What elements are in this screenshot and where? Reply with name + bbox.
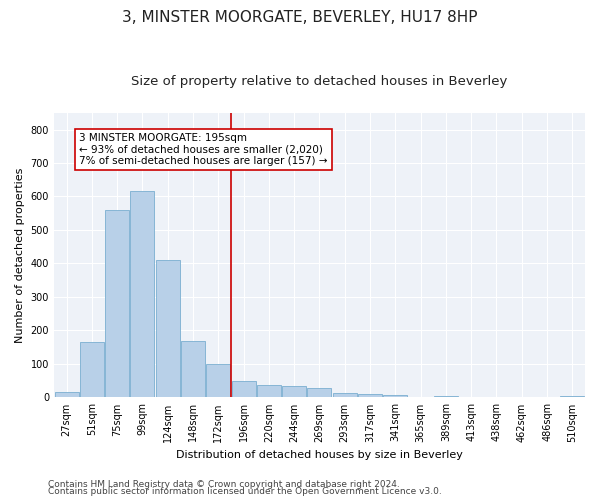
Text: 3, MINSTER MOORGATE, BEVERLEY, HU17 8HP: 3, MINSTER MOORGATE, BEVERLEY, HU17 8HP [122, 10, 478, 25]
Text: Contains public sector information licensed under the Open Government Licence v3: Contains public sector information licen… [48, 487, 442, 496]
Bar [232, 380, 256, 398]
Bar [434, 396, 458, 398]
Bar [560, 396, 584, 398]
Text: 3 MINSTER MOORGATE: 195sqm
← 93% of detached houses are smaller (2,020)
7% of se: 3 MINSTER MOORGATE: 195sqm ← 93% of deta… [79, 133, 328, 166]
Bar [55, 392, 79, 398]
Bar [156, 260, 180, 398]
Bar [358, 394, 382, 398]
Y-axis label: Number of detached properties: Number of detached properties [15, 168, 25, 343]
Bar [130, 192, 154, 398]
Bar [459, 397, 483, 398]
Bar [80, 342, 104, 398]
Bar [206, 364, 230, 398]
Title: Size of property relative to detached houses in Beverley: Size of property relative to detached ho… [131, 75, 508, 88]
Bar [282, 386, 306, 398]
Bar [105, 210, 129, 398]
Bar [181, 340, 205, 398]
Bar [333, 394, 357, 398]
Bar [257, 384, 281, 398]
X-axis label: Distribution of detached houses by size in Beverley: Distribution of detached houses by size … [176, 450, 463, 460]
Bar [383, 395, 407, 398]
Bar [307, 388, 331, 398]
Text: Contains HM Land Registry data © Crown copyright and database right 2024.: Contains HM Land Registry data © Crown c… [48, 480, 400, 489]
Bar [409, 397, 433, 398]
